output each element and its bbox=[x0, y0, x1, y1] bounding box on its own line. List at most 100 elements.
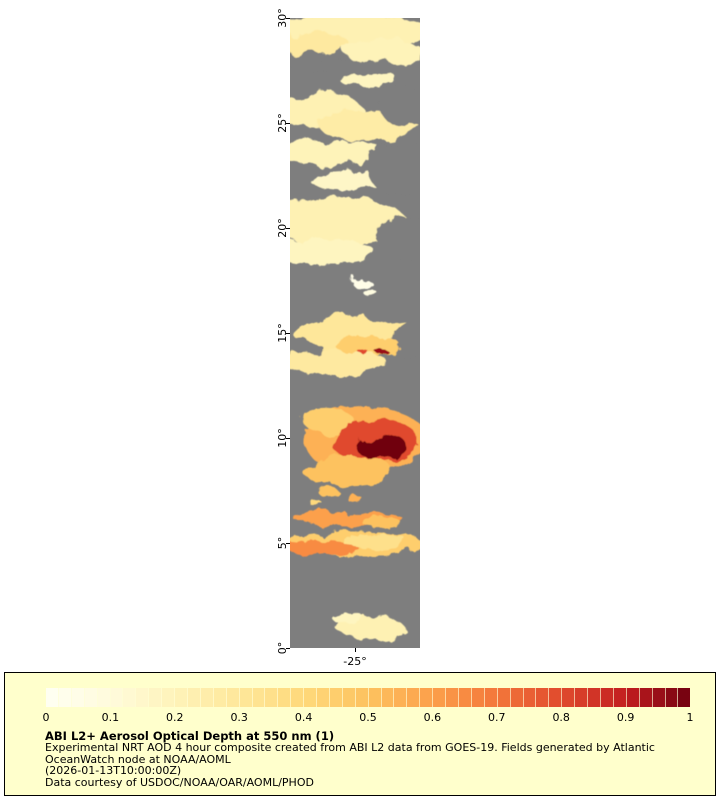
colorbar-segment bbox=[458, 688, 471, 707]
colorbar-segment bbox=[664, 688, 678, 707]
colorbar-tick-label: 0 bbox=[42, 711, 50, 724]
y-tick-label: 25° bbox=[276, 113, 289, 133]
aerosol-plume bbox=[374, 347, 388, 354]
colorbar-segment bbox=[303, 688, 317, 707]
colorbar-tick-label: 0.5 bbox=[359, 711, 377, 724]
colorbar-segment bbox=[57, 688, 71, 707]
colorbar-segment bbox=[264, 688, 278, 707]
aerosol-plume bbox=[303, 410, 355, 432]
y-tick-mark bbox=[286, 122, 290, 124]
colorbar-segment bbox=[419, 688, 433, 707]
colorbar-segment bbox=[354, 688, 368, 707]
colorbar-segment bbox=[509, 688, 523, 707]
y-tick-mark bbox=[286, 437, 290, 439]
aerosol-plume bbox=[344, 37, 420, 66]
aerosol-plume bbox=[335, 336, 401, 355]
colorbar-segment bbox=[638, 688, 652, 707]
colorbar-segment bbox=[393, 688, 407, 707]
colorbar-segment bbox=[251, 688, 265, 707]
colorbar-segment bbox=[135, 688, 149, 707]
colorbar bbox=[46, 688, 691, 707]
colorbar-segment bbox=[380, 688, 394, 707]
aerosol-plume bbox=[290, 139, 384, 165]
y-tick-mark bbox=[286, 227, 290, 229]
colorbar-tick-label: 0.3 bbox=[230, 711, 248, 724]
y-tick-mark bbox=[286, 17, 290, 19]
colorbar-segment bbox=[46, 688, 58, 707]
y-tick-label: 30° bbox=[276, 8, 289, 28]
colorbar-tick-labels: 0 0.1 0.2 0.3 0.4 0.5 0.6 0.7 0.8 0.9 1 bbox=[42, 711, 694, 725]
aerosol-plume bbox=[309, 500, 323, 506]
colorbar-tick-label: 1 bbox=[686, 711, 694, 724]
colorbar-segment bbox=[483, 688, 497, 707]
colorbar-segment bbox=[109, 688, 123, 707]
aerosol-plume bbox=[303, 456, 394, 487]
y-tick-label: 5° bbox=[276, 536, 289, 550]
no-data-gap bbox=[391, 324, 420, 359]
aerosol-plume bbox=[309, 169, 388, 191]
y-tick-label: 15° bbox=[276, 323, 289, 343]
colorbar-segment bbox=[186, 688, 200, 707]
aerosol-plume bbox=[290, 539, 359, 557]
legend-text-block: ABI L2+ Aerosol Optical Depth at 550 nm … bbox=[45, 730, 701, 788]
legend-panel: 0 0.1 0.2 0.3 0.4 0.5 0.6 0.7 0.8 0.9 1 ABI L2+ Ae… bbox=[4, 672, 716, 796]
colorbar-segment bbox=[561, 688, 575, 707]
colorbar-segment bbox=[290, 688, 304, 707]
no-data-gap bbox=[375, 215, 420, 258]
colorbar-segment bbox=[277, 688, 291, 707]
colorbar-segment bbox=[367, 688, 381, 707]
y-tick-label: 20° bbox=[276, 218, 289, 238]
y-tick-mark bbox=[286, 542, 290, 544]
aerosol-plume bbox=[318, 488, 340, 497]
aerosol-plume bbox=[356, 434, 409, 460]
colorbar-segment bbox=[148, 688, 162, 707]
colorbar-segment bbox=[238, 688, 252, 707]
colorbar-segment bbox=[470, 688, 484, 707]
colorbar-segment bbox=[445, 688, 458, 707]
aerosol-plume bbox=[290, 239, 375, 263]
no-data-gap bbox=[290, 181, 324, 203]
x-tick-label: -25° bbox=[343, 655, 367, 668]
colorbar-segment bbox=[199, 688, 213, 707]
legend-description: Experimental NRT AOD 4 hour composite cr… bbox=[45, 741, 655, 766]
colorbar-tick-label: 0.2 bbox=[166, 711, 184, 724]
legend-title: ABI L2+ Aerosol Optical Depth at 550 nm … bbox=[45, 729, 335, 743]
no-data-gap bbox=[290, 60, 414, 75]
y-tick-label: 10° bbox=[276, 428, 289, 448]
colorbar-segment bbox=[612, 688, 626, 707]
legend-credit: Data courtesy of USDOC/NOAA/OAR/AOML/PHO… bbox=[45, 775, 314, 789]
colorbar-segment bbox=[406, 688, 420, 707]
colorbar-segment bbox=[174, 688, 187, 707]
x-tick-mark bbox=[355, 648, 356, 652]
colorbar-tick-label: 0.4 bbox=[294, 711, 313, 724]
colorbar-segment bbox=[599, 688, 613, 707]
aerosol-plume bbox=[364, 289, 378, 297]
colorbar-tick-label: 0.8 bbox=[552, 711, 570, 724]
colorbar-segment bbox=[96, 688, 110, 707]
colorbar-segment bbox=[432, 688, 446, 707]
aerosol-plume bbox=[352, 276, 371, 289]
aerosol-plume bbox=[347, 495, 363, 502]
colorbar-segment bbox=[548, 688, 562, 707]
colorbar-segment bbox=[574, 688, 588, 707]
colorbar-segment bbox=[522, 688, 536, 707]
colorbar-segment bbox=[341, 688, 355, 707]
colorbar-segment bbox=[535, 688, 549, 707]
aerosol-plume bbox=[342, 533, 407, 549]
colorbar-segment bbox=[225, 688, 239, 707]
colorbar-segment bbox=[328, 688, 342, 707]
y-tick-mark bbox=[286, 332, 290, 334]
colorbar-tick-label: 0.9 bbox=[616, 711, 635, 724]
no-data-gap bbox=[378, 87, 420, 126]
aerosol-plume bbox=[360, 351, 371, 357]
aod-map-image bbox=[290, 18, 420, 648]
aerosol-plume bbox=[332, 612, 365, 625]
legend-timestamp: (2026-01-13T10:00:00Z) bbox=[45, 764, 182, 778]
colorbar-tick-label: 0.6 bbox=[423, 711, 442, 724]
no-data-gap bbox=[368, 141, 420, 197]
colorbar-segment bbox=[122, 688, 136, 707]
map-plot: 30° 25° 20° 15° 10° 5° 0° -25° bbox=[276, 8, 420, 668]
colorbar-tick-label: 0.1 bbox=[101, 711, 120, 724]
aerosol-plume bbox=[290, 349, 388, 375]
colorbar-segment bbox=[70, 688, 84, 707]
